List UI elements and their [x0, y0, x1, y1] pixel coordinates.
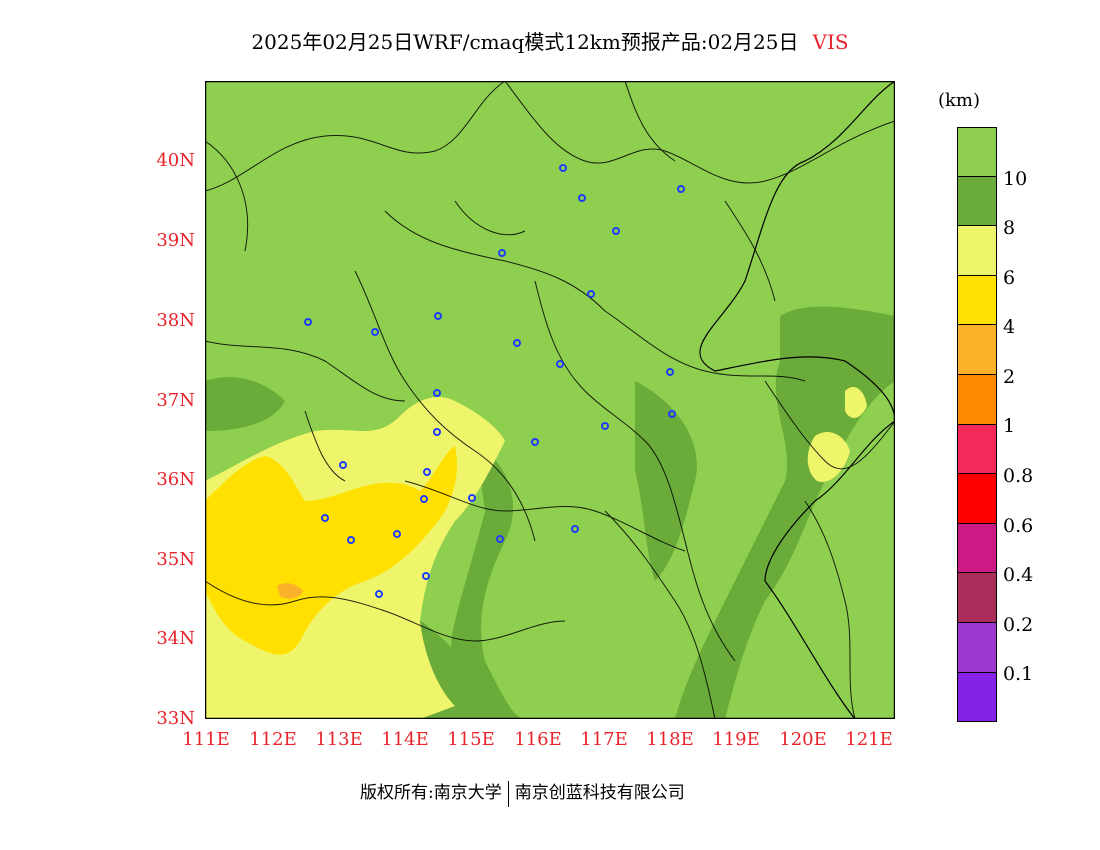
city-marker — [601, 422, 609, 430]
colorbar-swatch — [957, 127, 997, 177]
city-marker — [668, 410, 676, 418]
x-tick-label: 111E — [182, 729, 230, 750]
footer-right: 南京创蓝科技有限公司 — [514, 783, 685, 803]
city-marker — [578, 194, 586, 202]
x-tick-label: 117E — [580, 729, 628, 750]
x-tick-label: 119E — [712, 729, 760, 750]
city-marker — [498, 249, 506, 257]
city-marker — [571, 525, 579, 533]
colorbar-swatch — [957, 176, 997, 227]
colorbar-label: 0.8 — [1003, 465, 1034, 487]
city-marker — [423, 468, 431, 476]
city-marker — [433, 428, 441, 436]
colorbar-swatch — [957, 325, 997, 375]
region-8-10-west — [205, 377, 285, 431]
map-frame — [205, 81, 895, 719]
x-tick-label: 113E — [315, 729, 363, 750]
region-6-8-coast2 — [845, 386, 867, 418]
region-6-8-coast — [807, 431, 850, 482]
colorbar-label: 0.4 — [1003, 564, 1034, 586]
city-marker — [556, 360, 564, 368]
colorbar-swatch — [957, 374, 997, 425]
colorbar-swatch — [957, 226, 997, 276]
y-tick-label: 40N — [156, 150, 195, 171]
city-marker — [347, 536, 355, 544]
colorbar-label: 1 — [1003, 415, 1016, 437]
city-marker — [433, 389, 441, 397]
city-marker — [321, 514, 329, 522]
colorbar-swatch — [957, 573, 997, 623]
region-8-10-mid — [635, 381, 697, 581]
admin-boundaries — [205, 81, 895, 719]
x-tick-label: 120E — [779, 729, 827, 750]
coastline — [699, 81, 895, 719]
city-marker — [666, 368, 674, 376]
y-tick-label: 35N — [156, 549, 195, 570]
footer-divider — [507, 780, 509, 807]
city-marker — [422, 572, 430, 580]
y-tick-label: 33N — [156, 708, 195, 729]
y-tick-label: 37N — [156, 390, 195, 411]
colorbar-unit: (km) — [938, 90, 981, 111]
region-2-4 — [277, 583, 303, 599]
city-marker — [393, 530, 401, 538]
city-marker — [587, 290, 595, 298]
city-marker — [468, 494, 476, 502]
x-tick-label: 114E — [381, 729, 429, 750]
x-tick-label: 112E — [249, 729, 297, 750]
city-marker — [531, 438, 539, 446]
city-marker — [496, 535, 504, 543]
colorbar-label: 10 — [1003, 168, 1028, 190]
chart-title: 2025年02月25日WRF/cmaq模式12km预报产品:02月25日 VIS — [0, 26, 1100, 55]
x-tick-label: 115E — [447, 729, 495, 750]
city-marker — [371, 328, 379, 336]
city-marker — [434, 312, 442, 320]
city-marker — [339, 461, 347, 469]
city-marker — [304, 318, 312, 326]
title-variable: VIS — [812, 30, 849, 54]
y-tick-label: 36N — [156, 469, 195, 490]
colorbar-swatch — [957, 622, 997, 673]
x-tick-label: 118E — [646, 729, 694, 750]
city-markers — [304, 164, 685, 598]
colorbar-swatch — [957, 474, 997, 524]
colorbar-swatch — [957, 523, 997, 574]
city-marker — [420, 495, 428, 503]
colorbar-label: 0.1 — [1003, 663, 1034, 685]
colorbar-label: 4 — [1003, 316, 1016, 338]
y-tick-label: 34N — [156, 628, 195, 649]
x-tick-label: 121E — [845, 729, 893, 750]
colorbar-label: 0.2 — [1003, 614, 1034, 636]
city-marker — [513, 339, 521, 347]
city-marker — [559, 164, 567, 172]
city-marker — [677, 185, 685, 193]
map-panel — [205, 81, 895, 719]
city-marker — [612, 227, 620, 235]
copyright-footer: 版权所有:南京大学 南京创蓝科技有限公司 — [360, 778, 685, 807]
x-tick-label: 116E — [514, 729, 562, 750]
city-marker — [375, 590, 383, 598]
footer-left: 版权所有:南京大学 — [360, 783, 502, 803]
colorbar-swatch — [957, 424, 997, 475]
region-8-10-east — [675, 306, 895, 719]
colorbar-label: 0.6 — [1003, 515, 1034, 537]
y-tick-label: 38N — [156, 310, 195, 331]
title-main: 2025年02月25日WRF/cmaq模式12km预报产品:02月25日 — [251, 30, 799, 54]
colorbar-label: 8 — [1003, 217, 1016, 239]
region-4-6 — [205, 446, 457, 655]
colorbar-swatch — [957, 672, 997, 723]
colorbar-label: 2 — [1003, 366, 1016, 388]
colorbar — [957, 127, 997, 723]
colorbar-swatch — [957, 275, 997, 326]
map-canvas — [205, 81, 895, 719]
colorbar-label: 6 — [1003, 267, 1016, 289]
y-tick-label: 39N — [156, 230, 195, 251]
